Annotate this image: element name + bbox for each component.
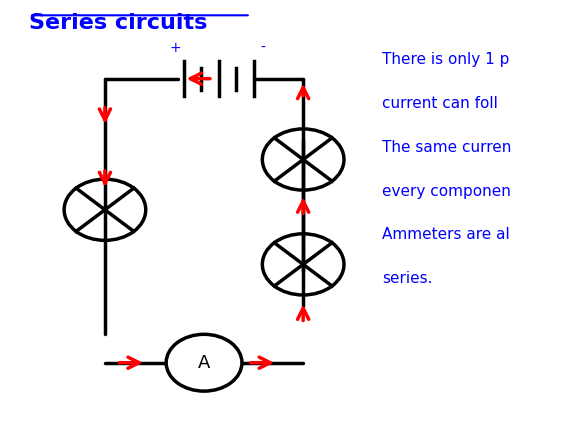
Text: current can foll: current can foll: [382, 96, 498, 111]
Text: -: -: [260, 41, 265, 55]
Text: A: A: [198, 354, 210, 372]
Circle shape: [166, 334, 242, 391]
Text: There is only 1 p: There is only 1 p: [382, 52, 509, 67]
Text: The same curren: The same curren: [382, 140, 511, 155]
Text: every componen: every componen: [382, 184, 511, 198]
Text: Series circuits: Series circuits: [29, 13, 208, 33]
Text: +: +: [169, 41, 181, 55]
Text: Ammeters are al: Ammeters are al: [382, 227, 510, 242]
Text: series.: series.: [382, 271, 433, 286]
